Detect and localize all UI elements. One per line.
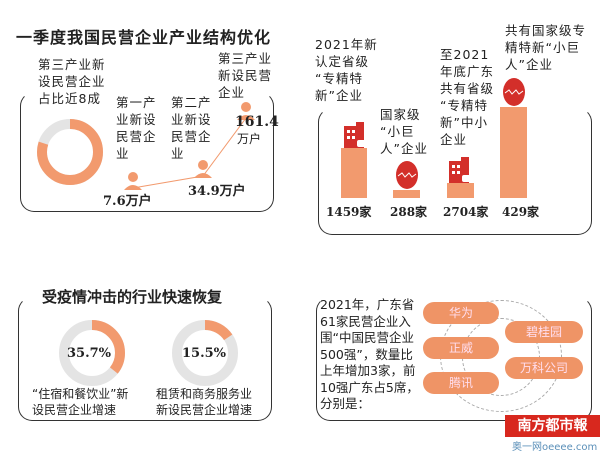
text-line: “住宿和餐饮业”新 (32, 387, 129, 401)
text-line: 新”企业 (315, 88, 363, 103)
text-line: 2021年，广东省 (320, 297, 415, 312)
share-donut (37, 119, 103, 185)
growth-line (124, 102, 255, 190)
text-line: “小巨 (380, 124, 415, 139)
donut-leasing (172, 320, 238, 386)
text-line: 第三产业 (218, 51, 273, 66)
percent-leasing: 15.5% (182, 346, 227, 361)
donut-label: 第三产业新设民营企业占比近8成 (38, 56, 106, 107)
text-line: “专精特 (315, 71, 363, 86)
label-national-new: 国家级 “小巨人”企业 (380, 106, 428, 157)
label-leasing: 租赁和商务服务业 新设民营企业增速 (156, 386, 252, 418)
label-tertiary: 第三产业新设民营企业 (218, 50, 272, 101)
company-tencent: 腾讯 (423, 372, 499, 394)
text-line: 围“中国民营企业 (320, 330, 414, 345)
text-line: 第三产业新 (38, 57, 106, 72)
person-icon (241, 102, 251, 112)
label-hospitality: “住宿和餐饮业”新 设民营企业增速 (32, 386, 128, 418)
text-line: 租赁和商务服务业 (156, 387, 253, 401)
text-line: “专精特 (440, 98, 488, 113)
text-line: 500强”，数量比 (320, 346, 413, 362)
company-country-garden: 碧桂园 (505, 321, 583, 343)
text-line: 共有国家级专 (505, 23, 587, 38)
text-line: 业新设 (116, 112, 157, 127)
text-line: 业 (116, 146, 130, 161)
donut-fill (37, 119, 103, 185)
panel1-frame (20, 92, 274, 212)
text-line: 国家级 (380, 107, 421, 122)
label-provincial-new: 2021年新 认定省级 “专精特新”企业 (315, 36, 378, 104)
text-line: 占比近8成 (38, 91, 101, 106)
text-line: 第二产 (171, 95, 212, 110)
company-vanke: 万科公司 (505, 357, 583, 379)
label-secondary: 第二产业新设民营企业 (171, 94, 212, 162)
bar-1459 (341, 148, 367, 198)
building-icon (344, 122, 366, 148)
donut-fill (59, 320, 125, 386)
text-line: 民营企 (171, 129, 212, 144)
text-line: 61家民营企业入 (320, 313, 411, 329)
label-national-total: 共有国家级专 精特新“小巨 人”企业 (505, 22, 586, 73)
text-line: 分别是： (320, 396, 371, 411)
value-2704: 2704家 (443, 205, 489, 219)
text-line: 业新设 (171, 112, 212, 127)
value-tertiary: 161.4 (235, 114, 279, 130)
text-line: 10强广东占5席， (320, 379, 419, 395)
text-line: 认定省级 (315, 54, 370, 69)
label-provincial-total: 至2021 年底广东共有省级 “专精特新”中小企业 (440, 46, 494, 148)
donut-hospitality (59, 320, 125, 386)
text-line: 精特新“小巨 (505, 40, 580, 55)
value-429: 429家 (502, 205, 540, 219)
text-line: 上年增加3家，前 (320, 363, 416, 378)
egg-icon (503, 78, 525, 106)
text-line: 设民营企业 (38, 74, 106, 89)
newspaper-logo: 南方都市報 (505, 415, 600, 437)
panel3-title: 受疫情冲击的行业快速恢复 (38, 286, 227, 307)
text-line: 设民营企业增速 (32, 403, 117, 417)
text-line: 人”企业 (505, 57, 553, 72)
person-icon (124, 185, 142, 190)
company-zhengwei: 正威 (423, 337, 499, 359)
bar-2704 (447, 183, 474, 198)
text-line: 新设民营企业增速 (156, 403, 253, 417)
text-line: 新”中小 (440, 115, 488, 130)
text-line: 民营企 (116, 129, 157, 144)
value-secondary: 34.9万户 (188, 184, 246, 199)
text-line: 共有省级 (440, 81, 495, 96)
text-line: 2021年新 (315, 37, 378, 52)
label-primary: 第一产业新设民营企业 (116, 94, 157, 162)
text-line: 第一产 (116, 95, 157, 110)
value-tertiary-unit: 万户 (237, 132, 262, 146)
text-line: 企业 (440, 132, 468, 147)
text-line: 新设民营 (218, 68, 273, 83)
value-1459: 1459家 (326, 205, 372, 219)
value-primary: 7.6万户 (103, 194, 152, 209)
person-icon (198, 160, 208, 170)
company-huawei: 华为 (423, 302, 499, 324)
person-icon (128, 172, 138, 182)
donut-fill (172, 320, 238, 386)
site-watermark: 奥一网oeeee.com (512, 442, 598, 453)
building-icon (449, 157, 471, 183)
panel2-frame (318, 108, 592, 235)
text-line: 业 (171, 146, 185, 161)
panel1-title: 一季度我国民营企业产业结构优化 (16, 28, 272, 47)
bar-288 (393, 190, 420, 198)
panel3-frame (18, 297, 272, 421)
top500-text: 2021年，广东省 61家民营企业入 围“中国民营企业 500强”，数量比 上年增加3家… (320, 297, 419, 413)
text-line: 人”企业 (380, 141, 428, 156)
text-line: 企业 (218, 85, 246, 100)
panel4-frame (316, 297, 592, 421)
value-288: 288家 (390, 205, 428, 219)
egg-icon (396, 161, 418, 189)
bar-429 (500, 107, 527, 198)
percent-hospitality: 35.7% (67, 346, 112, 361)
text-line: 年底广东 (440, 64, 495, 79)
text-line: 至2021 (440, 47, 490, 62)
